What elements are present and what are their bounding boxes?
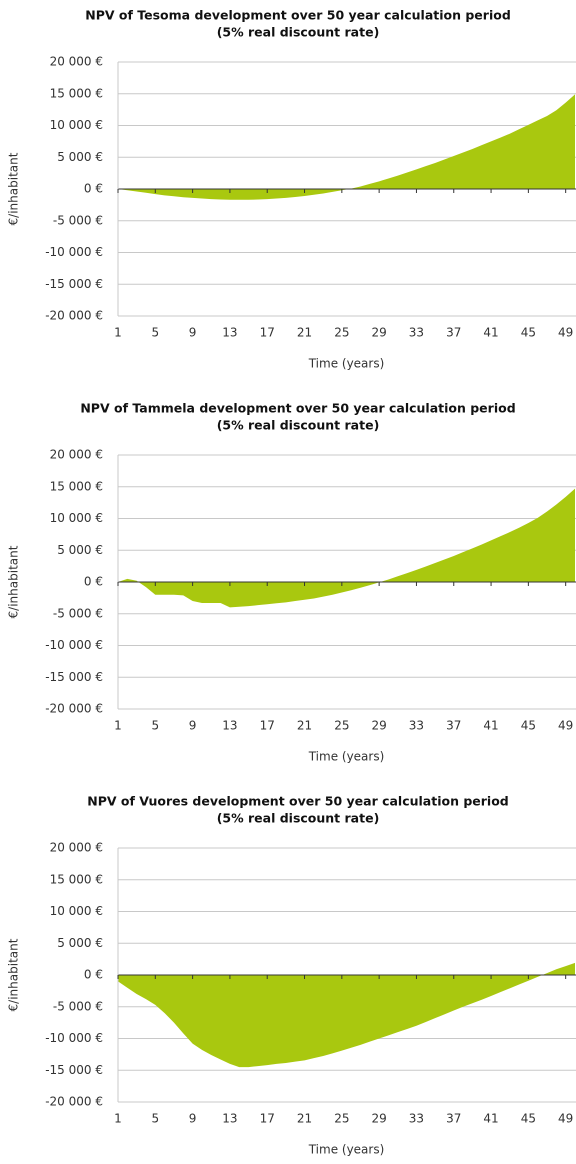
x-tick-label: 37: [446, 326, 461, 340]
x-tick-label: 1: [114, 719, 122, 733]
y-tick-label: -20 000 €: [45, 309, 103, 323]
x-tick-label: 49: [558, 1112, 573, 1126]
x-tick-label: 9: [189, 326, 197, 340]
x-tick-label: 45: [521, 1112, 536, 1126]
x-tick-label: 49: [558, 719, 573, 733]
x-axis-label: Time (years): [308, 750, 385, 764]
y-tick-label: 0 €: [84, 968, 103, 982]
x-tick-label: 33: [409, 1112, 424, 1126]
y-tick-label: 15 000 €: [50, 872, 103, 886]
y-tick-label: -5 000 €: [53, 606, 103, 620]
x-tick-label: 21: [297, 326, 312, 340]
y-tick-label: -10 000 €: [45, 638, 103, 652]
y-tick-label: -10 000 €: [45, 1031, 103, 1045]
x-tick-label: 29: [372, 719, 387, 733]
x-axis-label: Time (years): [308, 357, 385, 371]
y-tick-label: 15 000 €: [50, 479, 103, 493]
y-axis-label: €/inhabitant: [7, 545, 21, 618]
chart-subtitle: (5% real discount rate): [217, 418, 380, 433]
x-tick-label: 37: [446, 1112, 461, 1126]
y-tick-label: -20 000 €: [45, 702, 103, 716]
y-tick-label: 0 €: [84, 182, 103, 196]
y-tick-label: 5 000 €: [57, 936, 103, 950]
x-tick-label: 5: [151, 719, 159, 733]
x-tick-label: 29: [372, 1112, 387, 1126]
y-tick-label: -15 000 €: [45, 670, 103, 684]
x-tick-label: 9: [189, 1112, 197, 1126]
chart-title: NPV of Vuores development over 50 year c…: [87, 794, 509, 809]
x-tick-label: 21: [297, 719, 312, 733]
y-tick-label: 15 000 €: [50, 86, 103, 100]
y-tick-label: 20 000 €: [50, 448, 103, 462]
x-tick-label: 17: [260, 719, 275, 733]
y-tick-label: -20 000 €: [45, 1095, 103, 1109]
y-tick-label: -15 000 €: [45, 277, 103, 291]
x-tick-label: 1: [114, 326, 122, 340]
x-tick-label: 5: [151, 326, 159, 340]
x-tick-label: 13: [222, 719, 237, 733]
y-tick-label: -5 000 €: [53, 999, 103, 1013]
area: [118, 94, 575, 199]
y-axis-label: €/inhabitant: [7, 938, 21, 1011]
y-tick-label: 10 000 €: [50, 904, 103, 918]
y-tick-label: 5 000 €: [57, 150, 103, 164]
chart: NPV of Tammela development over 50 year …: [7, 401, 576, 764]
x-tick-label: 41: [483, 326, 498, 340]
x-tick-label: 25: [334, 1112, 349, 1126]
x-tick-label: 17: [260, 326, 275, 340]
y-tick-label: -15 000 €: [45, 1063, 103, 1077]
x-tick-label: 49: [558, 326, 573, 340]
x-tick-label: 21: [297, 1112, 312, 1126]
area: [118, 963, 575, 1067]
x-tick-label: 41: [483, 719, 498, 733]
chart: NPV of Vuores development over 50 year c…: [7, 794, 576, 1157]
x-tick-label: 17: [260, 1112, 275, 1126]
x-tick-label: 37: [446, 719, 461, 733]
y-tick-label: 20 000 €: [50, 55, 103, 69]
y-tick-label: 10 000 €: [50, 118, 103, 132]
x-tick-label: 25: [334, 719, 349, 733]
x-tick-label: 1: [114, 1112, 122, 1126]
chart-subtitle: (5% real discount rate): [217, 25, 380, 40]
x-tick-label: 9: [189, 719, 197, 733]
x-tick-label: 45: [521, 326, 536, 340]
chart-title: NPV of Tesoma development over 50 year c…: [85, 8, 511, 23]
x-tick-label: 29: [372, 326, 387, 340]
y-tick-label: -5 000 €: [53, 213, 103, 227]
x-tick-label: 33: [409, 719, 424, 733]
x-tick-label: 45: [521, 719, 536, 733]
area: [118, 489, 575, 608]
x-tick-label: 5: [151, 1112, 159, 1126]
x-tick-label: 13: [222, 1112, 237, 1126]
x-tick-label: 13: [222, 326, 237, 340]
chart-title: NPV of Tammela development over 50 year …: [80, 401, 515, 416]
chart: NPV of Tesoma development over 50 year c…: [7, 8, 576, 371]
x-axis-label: Time (years): [308, 1143, 385, 1157]
chart-subtitle: (5% real discount rate): [217, 811, 380, 826]
x-tick-label: 25: [334, 326, 349, 340]
y-tick-label: 10 000 €: [50, 511, 103, 525]
y-tick-label: 20 000 €: [50, 841, 103, 855]
x-tick-label: 33: [409, 326, 424, 340]
y-tick-label: -10 000 €: [45, 245, 103, 259]
y-tick-label: 5 000 €: [57, 543, 103, 557]
y-tick-label: 0 €: [84, 575, 103, 589]
y-axis-label: €/inhabitant: [7, 152, 21, 225]
x-tick-label: 41: [483, 1112, 498, 1126]
